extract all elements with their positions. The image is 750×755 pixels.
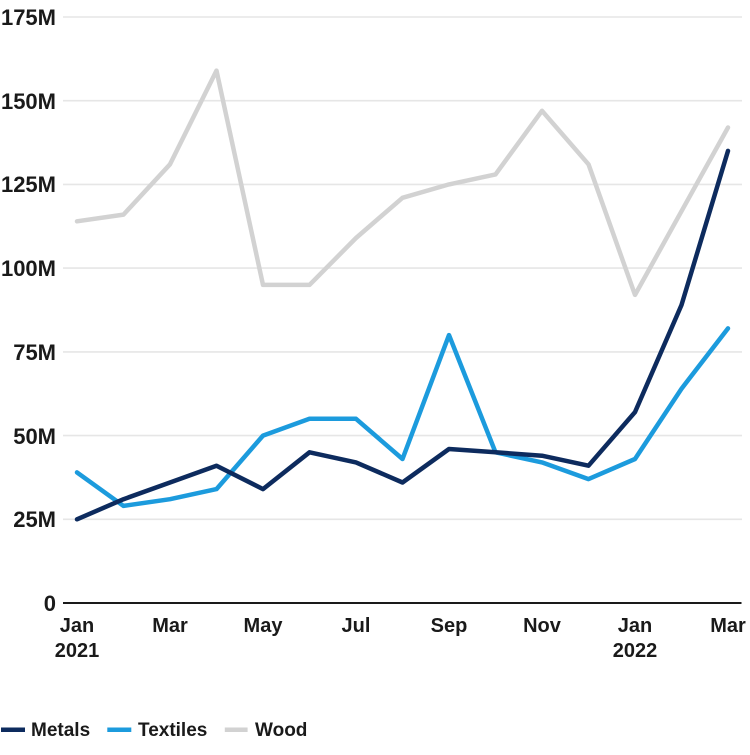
svg-text:Metals: Metals (31, 720, 90, 741)
svg-text:Mar: Mar (710, 615, 746, 637)
svg-text:2021: 2021 (55, 640, 100, 662)
svg-text:Mar: Mar (152, 615, 188, 637)
svg-text:100M: 100M (1, 256, 56, 281)
svg-text:175M: 175M (1, 5, 56, 30)
svg-text:Nov: Nov (523, 615, 562, 637)
svg-text:Jul: Jul (342, 615, 371, 637)
svg-text:125M: 125M (1, 172, 56, 197)
svg-text:Sep: Sep (431, 615, 468, 637)
svg-text:Jan: Jan (618, 615, 652, 637)
svg-text:50M: 50M (13, 424, 56, 449)
svg-text:2022: 2022 (613, 640, 658, 662)
svg-text:Jan: Jan (60, 615, 94, 637)
svg-text:0: 0 (44, 591, 56, 616)
svg-text:25M: 25M (13, 507, 56, 532)
svg-text:May: May (244, 615, 284, 637)
svg-text:75M: 75M (13, 340, 56, 365)
svg-text:Wood: Wood (255, 720, 307, 741)
svg-text:Textiles: Textiles (138, 720, 207, 741)
svg-text:150M: 150M (1, 89, 56, 114)
